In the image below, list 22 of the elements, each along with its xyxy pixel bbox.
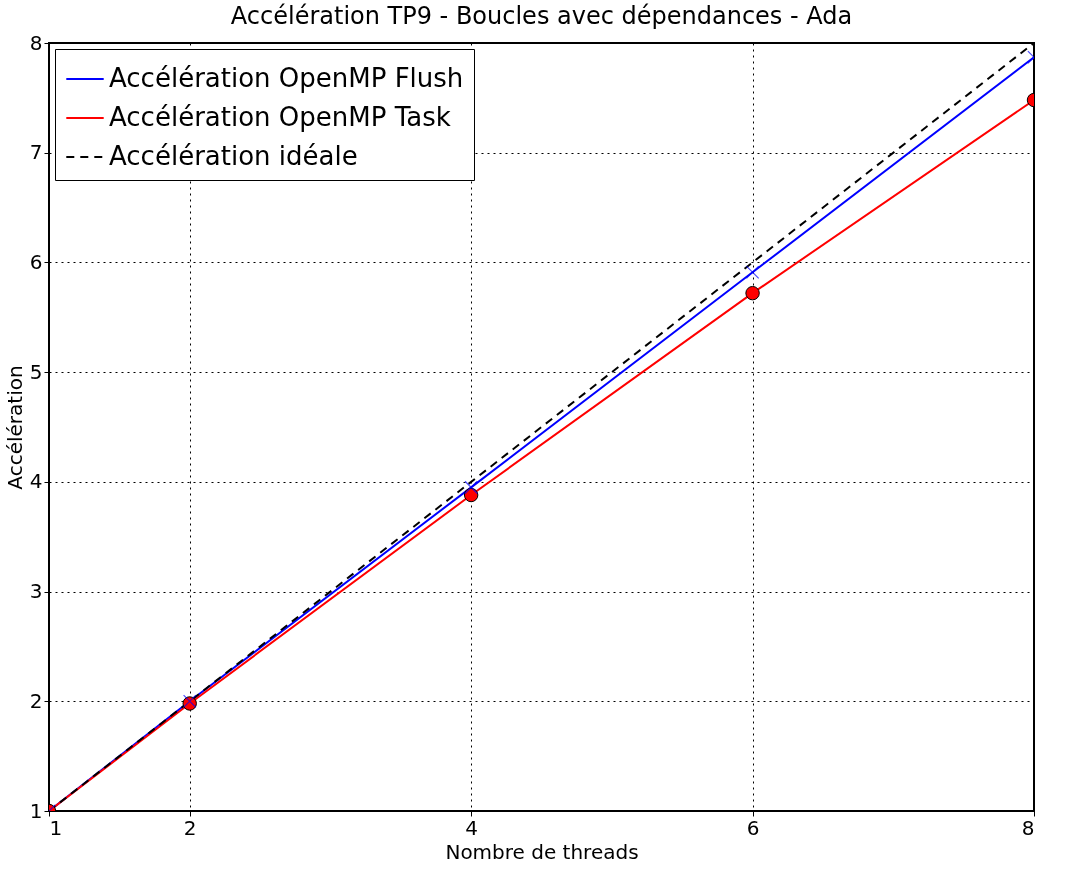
point bbox=[745, 265, 760, 280]
y-tick-label: 7 bbox=[29, 140, 43, 165]
y-tick-label: 6 bbox=[29, 249, 43, 274]
legend-label: Accélération OpenMP Flush bbox=[109, 63, 464, 93]
point bbox=[745, 285, 760, 301]
x-tick-label: 1 bbox=[49, 815, 63, 840]
y-tick-label: 3 bbox=[29, 579, 43, 604]
y-tick-label: 4 bbox=[29, 469, 43, 494]
legend-label: Accélération OpenMP Task bbox=[109, 102, 451, 132]
y-axis-title: Accélération bbox=[2, 365, 27, 490]
x-tick-label: 4 bbox=[465, 815, 479, 840]
y-tick-label: 5 bbox=[29, 359, 43, 384]
x-tick-label: 2 bbox=[183, 815, 197, 840]
x-tick-label: 6 bbox=[746, 815, 760, 840]
legend-label: Accélération idéale bbox=[109, 141, 358, 171]
chart-title: Accélération TP9 - Boucles avec dépendances - Ada bbox=[230, 2, 853, 30]
y-tick-label: 1 bbox=[29, 798, 43, 823]
point bbox=[464, 480, 478, 495]
x-axis-title: Nombre de threads bbox=[445, 839, 639, 864]
y-tick-label: 8 bbox=[29, 30, 43, 55]
x-tick-label: 8 bbox=[1021, 815, 1035, 840]
y-tick-label: 2 bbox=[29, 688, 43, 713]
